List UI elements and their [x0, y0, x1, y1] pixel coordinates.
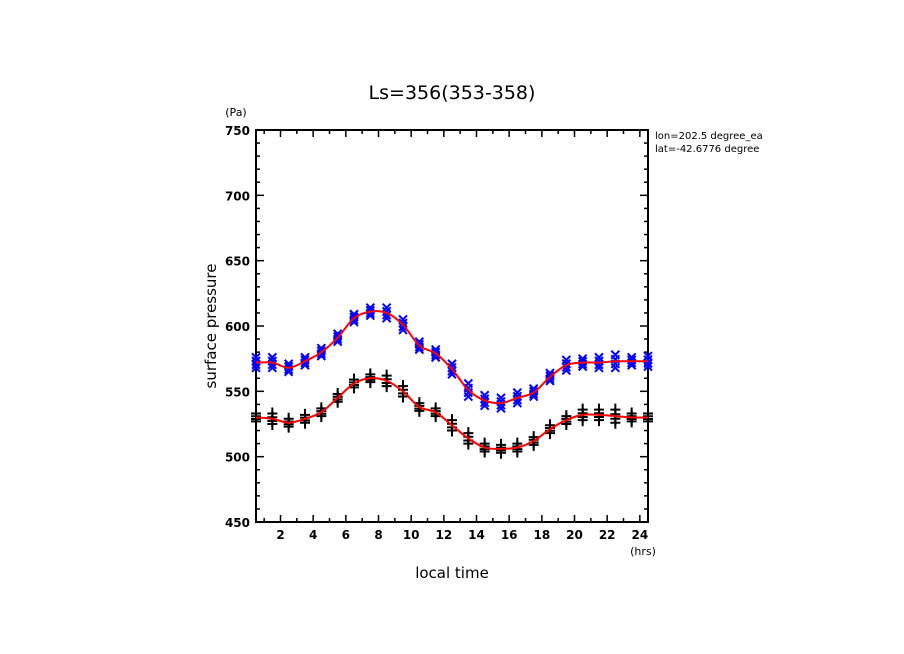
data-point-x: [251, 356, 261, 366]
data-point-x: [496, 403, 506, 414]
y-axis-label: surface pressure: [202, 264, 220, 389]
data-point-x: [594, 352, 604, 363]
y-tick-label: 550: [225, 385, 250, 399]
x-axis-label: local time: [415, 564, 489, 582]
x-axis-unit: (hrs): [630, 545, 656, 558]
x-tick-label: 8: [374, 528, 382, 542]
data-point-x: [594, 356, 604, 366]
data-point-x: [626, 355, 637, 365]
data-point-x: [267, 363, 278, 373]
data-point-x: [610, 350, 621, 360]
annotation-clip: [780, 125, 904, 160]
data-point-x: [626, 352, 637, 363]
data-point-x: [251, 363, 261, 373]
x-tick-label: 6: [342, 528, 350, 542]
data-point-x: [398, 318, 408, 328]
data-point-plus: [381, 369, 392, 382]
data-point-x: [561, 355, 572, 365]
data-point-x: [512, 398, 523, 408]
annotation-lon: lon=202.5 degree_ea: [655, 131, 763, 142]
x-tick-label: 4: [309, 528, 317, 542]
y-tick-label: 750: [225, 124, 250, 138]
y-tick-label: 500: [225, 451, 250, 465]
data-point-x: [381, 302, 392, 313]
x-tick-label: 16: [501, 528, 518, 542]
data-point-x: [512, 387, 523, 398]
data-point-x: [643, 355, 653, 365]
data-point-x: [381, 313, 392, 323]
data-point-plus: [577, 403, 588, 416]
y-tick-label: 650: [225, 255, 250, 269]
x-tick-label: 18: [533, 528, 550, 542]
data-point-plus: [267, 407, 278, 420]
data-point-x: [643, 351, 653, 361]
chart-title: Ls=356(353-358): [369, 82, 536, 104]
data-point-x: [594, 363, 604, 373]
data-point-x: [414, 336, 425, 347]
data-point-plus: [610, 403, 621, 416]
x-tick-label: 24: [631, 528, 648, 542]
fit-line-lower-samples: [255, 377, 649, 450]
axes: 2 4 6 8 10 12 14 16 18 20 22 2445050055060065070075…: [225, 124, 649, 542]
data-point-plus: [594, 403, 604, 416]
annotation-lat: lat=-42.6776 degree: [655, 144, 759, 155]
series-upper-samples: [251, 302, 653, 414]
data-point-x: [332, 329, 343, 339]
y-tick-label: 600: [225, 320, 250, 334]
data-point-x: [479, 400, 490, 411]
data-point-plus: [463, 427, 474, 440]
data-point-x: [479, 390, 490, 400]
data-point-x: [643, 361, 653, 372]
data-point-x: [496, 393, 506, 403]
x-tick-label: 12: [435, 528, 452, 542]
x-tick-label: 2: [276, 528, 284, 542]
data-point-x: [577, 353, 588, 364]
plot-frame: [255, 129, 649, 523]
y-tick-label: 450: [225, 516, 250, 530]
data-point-x: [283, 361, 294, 372]
data-marks: [251, 302, 653, 459]
data-point-x: [267, 352, 278, 363]
y-tick-label: 700: [225, 189, 250, 203]
x-tick-label: 10: [403, 528, 420, 542]
x-tick-label: 14: [468, 528, 485, 542]
data-point-x: [251, 352, 261, 363]
data-point-x: [577, 356, 588, 367]
y-axis-unit: (Pa): [225, 106, 246, 119]
x-tick-label: 22: [599, 528, 616, 542]
data-point-x: [398, 322, 408, 332]
fit-line-upper-samples: [255, 310, 648, 405]
x-tick-label: 20: [566, 528, 583, 542]
